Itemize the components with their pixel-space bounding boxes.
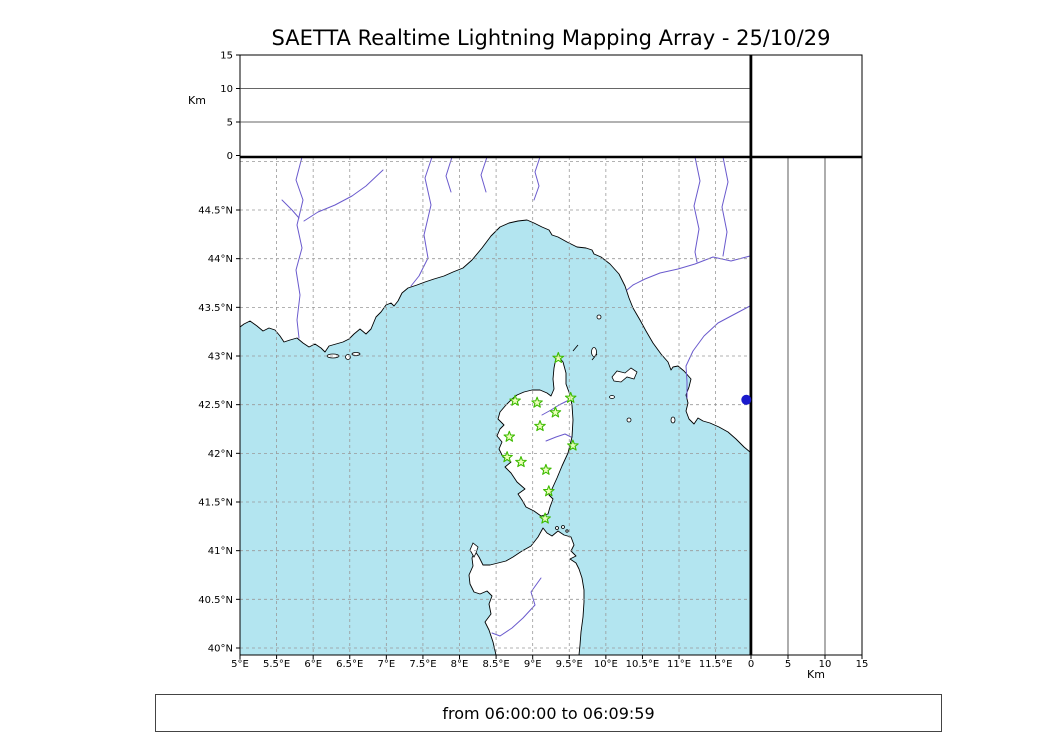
latitude-tick-label: 42.5°N [198,400,233,411]
gorgona-island [596,314,602,320]
longitude-tick-label: 7.5°E [409,659,436,670]
river [480,156,488,193]
longitude-tick-label: 11°E [667,659,691,670]
latitude-tick-label: 41.5°N [198,497,233,508]
altitude-tick-label: 10 [220,84,233,95]
axis-ticks [236,54,863,659]
altitude-tick-label: 0 [227,151,233,162]
cap-corse-islet [572,344,579,352]
distance-tick-label: 0 [748,659,754,670]
river [545,433,572,442]
longitude-tick-label: 10.5°E [626,659,660,670]
maddalena-island [561,525,565,529]
montecristo-island [626,417,632,423]
river [295,156,304,339]
giglio-island [670,416,676,424]
lma-station-marker [539,512,551,524]
altitude-longitude-panel [239,54,751,158]
lma-station-marker [549,406,562,418]
panel-separators [240,55,862,655]
river [721,156,729,257]
latitude-tick-label: 44.5°N [198,206,233,217]
latitude-tick-label: 43°N [208,351,233,362]
corner-panel-frame [750,54,863,158]
lma-station-marker [503,430,516,442]
lma-station-marker [501,451,513,463]
longitude-tick-label: 6.5°E [336,659,363,670]
altitude-latitude-frame [750,156,863,656]
lma-station-marker [515,456,527,468]
maddalena-island [555,526,559,530]
lma-station-marker [534,420,546,432]
rivers-layer [281,156,751,637]
lma-station-marker [509,394,521,406]
map-gridlines [240,157,750,655]
lma-station-marker [552,351,565,363]
latitude-tick-label: 43.5°N [198,303,233,314]
altitude-panel-frame [239,54,751,158]
latitude-tick-label: 40.5°N [198,595,233,606]
altitude-tick-label: 15 [220,51,233,62]
levant-island [351,352,361,356]
longitude-tick-label: 9°E [524,659,542,670]
lightning-source-dot [741,394,752,405]
river [445,156,453,193]
time-range-label: from 06:00:00 to 06:09:59 [442,703,655,723]
offshore-islet [591,353,598,361]
longitude-tick-label: 5.5°E [263,659,290,670]
maddalena-island [565,529,569,533]
sardinia-coastline [468,527,585,656]
corner-panel [750,54,863,158]
lma-station-marker [564,391,577,403]
longitude-tick-label: 9.5°E [556,659,583,670]
map-panel [239,156,751,656]
river [626,255,751,291]
altitude-tick-label: 5 [227,118,233,129]
distance-tick-label: 15 [856,659,869,670]
lma-station-marker [540,463,552,475]
distance-tick-label: 5 [785,659,791,670]
river [685,305,751,399]
river [281,199,300,219]
river [533,156,541,201]
longitude-tick-label: 11.5°E [699,659,733,670]
lma-station-marker [567,439,579,451]
pianosa-island [609,395,615,399]
altitude-axis-unit: Km [188,94,206,107]
river [491,577,542,637]
distance-axis-unit: Km [807,668,825,681]
page-title: SAETTA Realtime Lightning Mapping Array … [271,26,831,50]
longitude-tick-label: 8°E [451,659,469,670]
axis-labels: Km Km 5°E 5.5°E 6°E 6.5°E 7°E 7.5°E 8°E 8.5°E 9°… [188,51,868,682]
altitude-latitude-panel [750,156,863,656]
elba-island [611,367,638,383]
longitude-tick-label: 8.5°E [482,659,509,670]
lma-station-marker [531,396,543,408]
longitude-tick-label: 6°E [304,659,322,670]
river [693,156,701,263]
distance-tick-label: 10 [819,659,832,670]
longitude-tick-label: 5°E [231,659,249,670]
latitude-tick-label: 40°N [208,643,233,654]
time-range-box: from 06:00:00 to 06:09:59 [155,694,942,732]
longitude-tick-label: 10°E [594,659,618,670]
latitude-tick-label: 41°N [208,546,233,557]
lma-station-marker [543,485,555,497]
latitude-tick-label: 44°N [208,254,233,265]
river [410,156,433,287]
capraia-island [591,347,597,357]
latitude-tick-label: 42°N [208,449,233,460]
river [303,169,384,222]
asinara-island [469,542,479,558]
stations-layer [501,351,752,524]
longitude-tick-label: 7°E [378,659,396,670]
